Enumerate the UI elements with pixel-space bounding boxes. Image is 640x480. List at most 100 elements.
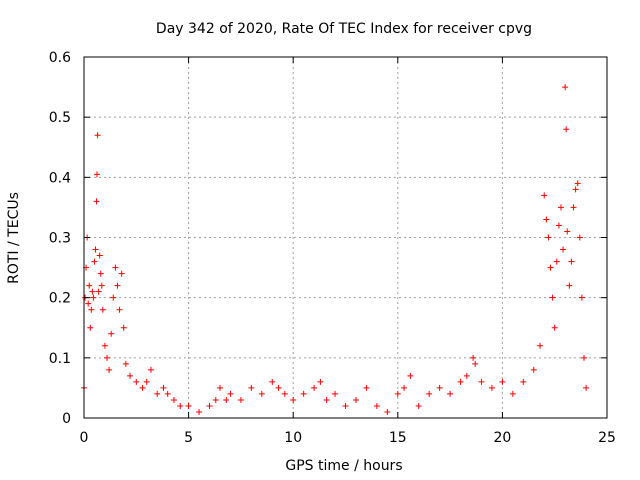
data-point [114, 282, 121, 289]
data-point [572, 186, 579, 193]
data-point [139, 384, 146, 391]
data-point [562, 84, 569, 91]
y-axis-title: ROTI / TECUs [6, 192, 22, 284]
data-point [551, 324, 558, 331]
data-point [281, 390, 288, 397]
data-point [237, 396, 244, 403]
data-point [574, 180, 581, 187]
data-point [185, 402, 192, 409]
data-point [547, 264, 554, 271]
data-point [104, 354, 111, 361]
data-point [447, 390, 454, 397]
data-point [87, 324, 94, 331]
data-point [300, 390, 307, 397]
y-tick-label: 0.6 [49, 50, 71, 66]
data-point [275, 384, 282, 391]
data-point [463, 372, 470, 379]
data-point [342, 402, 349, 409]
data-point [426, 390, 433, 397]
data-point [488, 384, 495, 391]
data-point [560, 246, 567, 253]
data-point [99, 306, 106, 313]
data-point [563, 126, 570, 133]
data-point [108, 330, 115, 337]
data-point [557, 204, 564, 211]
data-point [206, 402, 213, 409]
data-point [332, 390, 339, 397]
data-point [530, 366, 537, 373]
data-point [196, 408, 203, 415]
data-point [93, 198, 100, 205]
data-points [81, 84, 590, 415]
data-point [98, 282, 105, 289]
data-point [564, 228, 571, 235]
data-point [154, 390, 161, 397]
data-point [127, 372, 134, 379]
data-point [112, 264, 119, 271]
data-point [216, 384, 223, 391]
data-point [88, 306, 95, 313]
data-point [269, 378, 276, 385]
x-axis-title: GPS time / hours [285, 458, 402, 474]
x-tick-label: 15 [389, 430, 407, 446]
data-point [553, 258, 560, 265]
data-point [545, 234, 552, 241]
data-point [580, 354, 587, 361]
data-point [470, 354, 477, 361]
y-tick-label: 0.1 [49, 351, 71, 367]
data-point [415, 402, 422, 409]
y-tick-labels: 0 0.1 0.2 0.3 0.4 0.5 0.6 [49, 50, 71, 427]
data-point [227, 390, 234, 397]
data-point [352, 396, 359, 403]
data-point [85, 300, 92, 307]
data-point [401, 384, 408, 391]
data-point [95, 288, 102, 295]
data-point [93, 171, 100, 178]
data-point [106, 366, 113, 373]
x-tick-label: 10 [284, 430, 302, 446]
data-point [223, 396, 230, 403]
data-point [363, 384, 370, 391]
data-point [373, 402, 380, 409]
x-tick-label: 5 [184, 430, 193, 446]
data-point [118, 270, 125, 277]
data-point [407, 372, 414, 379]
chart-title: Day 342 of 2020, Rate Of TEC Index for r… [156, 21, 532, 37]
y-tick-label: 0.2 [49, 291, 71, 307]
data-point [133, 378, 140, 385]
data-point [323, 396, 330, 403]
data-point [520, 378, 527, 385]
data-point [86, 282, 93, 289]
data-point [578, 294, 585, 301]
data-point [570, 204, 577, 211]
data-point [212, 396, 219, 403]
data-point [160, 384, 167, 391]
data-point [143, 378, 150, 385]
data-point [568, 258, 575, 265]
data-point [101, 342, 108, 349]
data-point [311, 384, 318, 391]
y-tick-label: 0.5 [49, 110, 71, 126]
data-point [290, 396, 297, 403]
data-point [116, 306, 123, 313]
data-point [317, 378, 324, 385]
data-point [122, 360, 129, 367]
data-point [248, 384, 255, 391]
data-point [97, 270, 104, 277]
data-point [258, 390, 265, 397]
y-tick-label: 0.4 [49, 170, 71, 186]
data-point [110, 294, 117, 301]
axis-ticks [83, 56, 608, 419]
data-point [170, 396, 177, 403]
data-point [499, 378, 506, 385]
data-point [549, 294, 556, 301]
data-point [478, 378, 485, 385]
y-tick-label: 0 [62, 411, 71, 427]
data-point [537, 342, 544, 349]
data-point [472, 360, 479, 367]
data-point [89, 288, 96, 295]
data-point [394, 390, 401, 397]
data-point [576, 234, 583, 241]
